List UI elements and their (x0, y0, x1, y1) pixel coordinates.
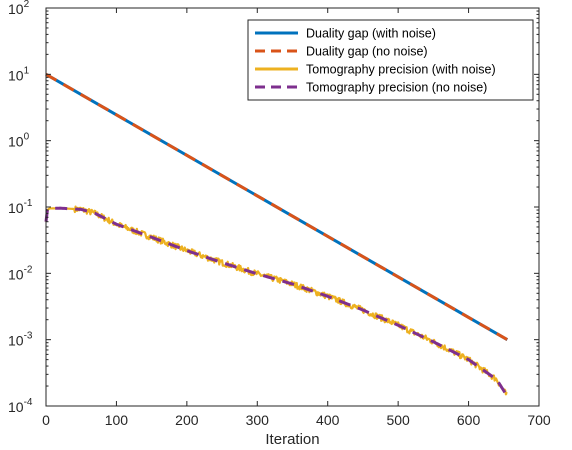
x-tick-label: 700 (527, 412, 551, 428)
axis-ticks: 0 100 200 300 400 500 600 700 102 101 100 10-1 10-2 1… (8, 0, 551, 428)
legend-label-3: Tomography precision (with noise) (306, 63, 496, 77)
x-tick-label: 600 (457, 412, 481, 428)
y-tick-label: 10-2 (8, 264, 33, 282)
legend-label-2: Duality gap (no noise) (306, 45, 428, 59)
series-line-4 (44, 206, 508, 396)
y-tick-label: 100 (8, 132, 30, 150)
y-tick-label: 10-1 (8, 198, 33, 216)
y-tick-label: 101 (8, 65, 30, 83)
x-tick-label: 0 (42, 412, 50, 428)
series-line-2 (45, 73, 509, 341)
x-axis-label: Iteration (265, 431, 319, 448)
y-tick-label: 102 (8, 0, 30, 17)
x-tick-label: 100 (105, 412, 129, 428)
x-tick-label: 400 (316, 412, 340, 428)
plot-marks (44, 73, 509, 396)
legend: Duality gap (with noise) Duality gap (no … (247, 19, 534, 101)
x-tick-label: 300 (246, 412, 270, 428)
y-tick-label: 10-3 (8, 331, 33, 349)
x-tick-label: 500 (386, 412, 410, 428)
x-tick-label: 200 (175, 412, 199, 428)
y-tick-label: 10-4 (8, 397, 33, 415)
legend-label-1: Duality gap (with noise) (306, 27, 436, 41)
legend-label-4: Tomography precision (no noise) (306, 81, 487, 95)
